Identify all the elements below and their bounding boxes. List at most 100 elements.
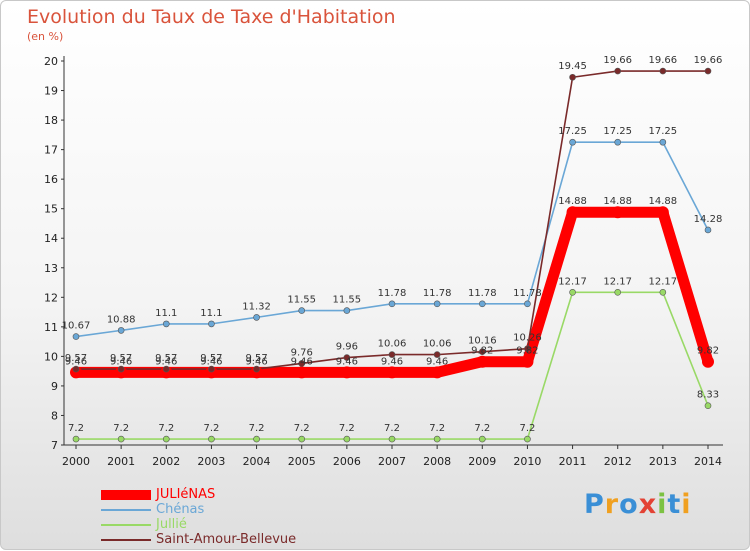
data-label: 7.2 <box>339 423 355 434</box>
data-label: 9.46 <box>426 356 448 367</box>
data-label: 11.78 <box>423 288 452 299</box>
data-point <box>117 435 125 443</box>
data-label: 19.66 <box>694 55 723 66</box>
x-tick-label: 2001 <box>107 455 135 468</box>
y-tick-label: 20 <box>44 55 58 68</box>
data-point <box>611 206 624 219</box>
data-point <box>162 320 170 328</box>
data-point <box>524 300 531 308</box>
data-point <box>343 435 351 443</box>
data-label: 7.2 <box>294 423 310 434</box>
data-point <box>431 366 444 379</box>
data-point <box>433 351 441 358</box>
legend-swatch <box>101 509 151 511</box>
data-point <box>388 351 396 358</box>
data-point <box>704 402 712 410</box>
data-label: 7.2 <box>519 423 535 434</box>
data-label: 7.2 <box>113 423 129 434</box>
y-tick-label: 17 <box>44 144 58 157</box>
x-tick-label: 2008 <box>423 455 451 468</box>
proxiti-logo: Proxiti <box>584 489 692 520</box>
data-label: 11.78 <box>378 288 407 299</box>
data-point <box>659 288 667 296</box>
data-point <box>72 365 80 373</box>
data-label: 10.88 <box>107 314 136 325</box>
data-label: 12.17 <box>649 276 678 287</box>
data-label: 7.2 <box>249 423 265 434</box>
data-label: 8.33 <box>697 390 719 401</box>
data-label: 10.26 <box>513 333 542 344</box>
data-point <box>614 67 622 75</box>
data-point <box>253 365 260 373</box>
data-point <box>388 300 396 308</box>
legend-label: Saint-Amour-Bellevue <box>156 532 297 547</box>
data-label: 9.46 <box>336 356 358 367</box>
data-point <box>521 355 534 368</box>
data-point <box>298 435 306 443</box>
data-point <box>295 366 308 379</box>
data-point <box>117 327 125 334</box>
data-point <box>704 67 712 75</box>
data-point <box>702 355 714 368</box>
data-label: 10.67 <box>62 321 91 332</box>
data-point <box>208 365 215 373</box>
y-tick-label: 10 <box>44 350 58 363</box>
data-point <box>478 300 486 308</box>
data-label: 11.1 <box>155 308 177 319</box>
data-label: 7.2 <box>158 423 174 434</box>
data-point <box>566 206 579 219</box>
x-tick-label: 2013 <box>649 455 677 468</box>
data-point <box>524 345 531 353</box>
data-label: 9.76 <box>291 347 313 358</box>
data-point <box>569 73 576 81</box>
logo-letter: t <box>667 489 682 520</box>
data-label: 10.06 <box>378 339 407 350</box>
y-tick-label: 14 <box>44 232 58 245</box>
data-point <box>478 435 486 443</box>
data-label: 9.57 <box>65 353 87 364</box>
data-label: 14.88 <box>603 196 632 207</box>
logo-letter: i <box>681 489 692 520</box>
x-tick-label: 2000 <box>62 455 90 468</box>
y-tick-label: 15 <box>44 203 58 216</box>
data-point <box>72 333 80 340</box>
data-label: 9.82 <box>697 346 719 357</box>
y-tick-label: 13 <box>44 262 58 275</box>
data-label: 9.46 <box>381 356 403 367</box>
data-label: 17.25 <box>649 126 678 137</box>
x-tick-label: 2003 <box>197 455 225 468</box>
y-tick-label: 16 <box>44 173 58 186</box>
data-point <box>659 67 667 75</box>
logo-letter: o <box>619 489 639 520</box>
x-tick-label: 2014 <box>694 455 722 468</box>
data-label: 14.88 <box>649 196 678 207</box>
data-point <box>476 355 489 368</box>
data-label: 7.2 <box>429 423 445 434</box>
logo-letter: i <box>657 489 668 520</box>
data-label: 11.55 <box>287 295 316 306</box>
data-point <box>72 435 80 443</box>
x-tick-label: 2007 <box>378 455 406 468</box>
y-tick-label: 8 <box>51 409 58 422</box>
data-label: 11.1 <box>200 308 222 319</box>
x-tick-label: 2004 <box>243 455 271 468</box>
data-point <box>340 366 353 379</box>
data-label: 19.66 <box>649 55 678 66</box>
legend-swatch <box>101 490 151 500</box>
data-point <box>253 435 260 443</box>
data-label: 11.55 <box>333 295 362 306</box>
y-tick-label: 19 <box>44 85 58 98</box>
y-tick-label: 7 <box>51 439 58 452</box>
data-label: 9.57 <box>200 353 222 364</box>
data-label: 12.17 <box>558 276 587 287</box>
x-tick-label: 2006 <box>333 455 361 468</box>
data-point <box>569 138 576 146</box>
data-label: 10.06 <box>423 339 452 350</box>
data-label: 9.57 <box>245 353 267 364</box>
data-label: 12.17 <box>603 276 632 287</box>
data-point <box>433 300 441 308</box>
x-tick-label: 2010 <box>513 455 541 468</box>
data-point <box>388 435 396 443</box>
data-label: 9.46 <box>245 356 267 367</box>
data-label: 19.45 <box>558 61 587 72</box>
